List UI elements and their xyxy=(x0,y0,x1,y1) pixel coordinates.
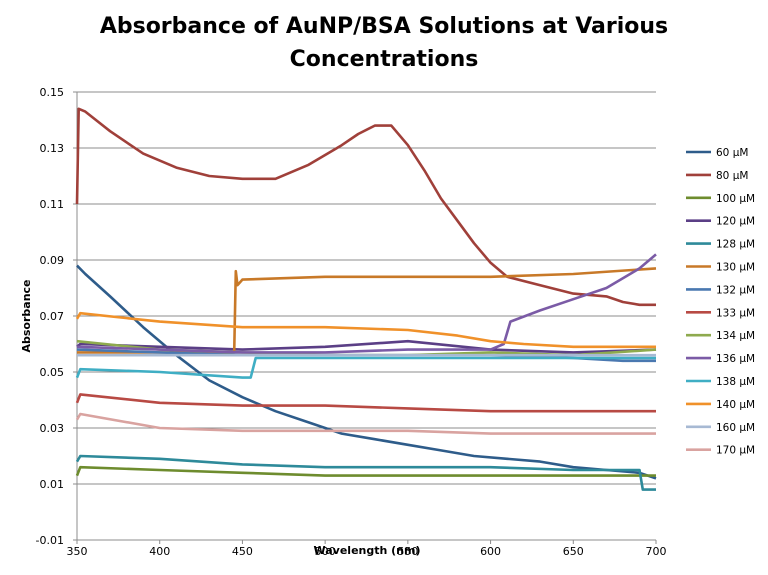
series-line-133-m xyxy=(75,393,656,413)
x-tick-label: 700 xyxy=(646,545,667,558)
y-tick-label: -0.01 xyxy=(36,534,64,547)
chart-title-line-2: Concentrations xyxy=(290,47,479,72)
series-line-100-m xyxy=(75,465,656,477)
series-line-130-m xyxy=(77,267,657,354)
legend: 60 µM 80 µM 100 µM 120 µM 128 µM 130 µM 132 µM… xyxy=(686,147,755,457)
series-lines xyxy=(75,107,657,491)
series-line-138-m xyxy=(75,356,656,379)
series-line-80-m xyxy=(75,107,656,307)
series-line-136-m xyxy=(76,253,657,354)
x-tick-label: 350 xyxy=(67,545,88,558)
series-line-128-m xyxy=(75,454,656,491)
legend-label: 134 µM xyxy=(716,330,755,342)
legend-label: 140 µM xyxy=(716,399,755,411)
series-line-140-m xyxy=(75,311,656,349)
gridlines xyxy=(77,91,656,541)
y-tick-label: 0.11 xyxy=(40,198,65,211)
y-tick-label: 0.15 xyxy=(40,86,65,99)
legend-label: 160 µM xyxy=(716,422,755,434)
x-tick-label: 450 xyxy=(232,545,253,558)
legend-label: 136 µM xyxy=(716,353,755,365)
y-tick-label: 0.07 xyxy=(40,310,65,323)
legend-label: 138 µM xyxy=(716,376,755,388)
legend-label: 60 µM xyxy=(716,147,748,159)
y-tick-label: 0.01 xyxy=(40,478,65,491)
legend-label: 80 µM xyxy=(716,170,748,182)
legend-label: 133 µM xyxy=(716,307,755,319)
legend-label: 100 µM xyxy=(716,193,755,205)
y-tick-label: 0.03 xyxy=(40,422,65,435)
x-tick-label: 500 xyxy=(315,545,336,558)
y-tick-label: 0.05 xyxy=(40,366,65,379)
x-tick-label: 650 xyxy=(563,545,584,558)
x-tick-label: 600 xyxy=(480,545,501,558)
series-line-60-m xyxy=(76,264,657,480)
legend-label: 130 µM xyxy=(716,262,755,274)
x-tick-label: 400 xyxy=(149,545,170,558)
y-tick-label: 0.13 xyxy=(40,142,65,155)
series-line-170-m xyxy=(75,412,656,435)
legend-label: 120 µM xyxy=(716,216,755,228)
legend-label: 170 µM xyxy=(716,445,755,457)
legend-label: 132 µM xyxy=(716,284,755,296)
y-tick-label: 0.09 xyxy=(40,254,65,267)
y-axis-title: Absorbance xyxy=(20,279,33,352)
tick-labels: -0.01 0.01 0.03 0.05 0.07 0.09 0.11 0.13 0.15 350… xyxy=(36,86,667,558)
chart-title-line-1: Absorbance of AuNP/BSA Solutions at Vari… xyxy=(100,14,668,39)
x-tick-label: 550 xyxy=(397,545,418,558)
legend-label: 128 µM xyxy=(716,239,755,251)
x-axis-title: Wavelength (nm) xyxy=(314,544,421,557)
